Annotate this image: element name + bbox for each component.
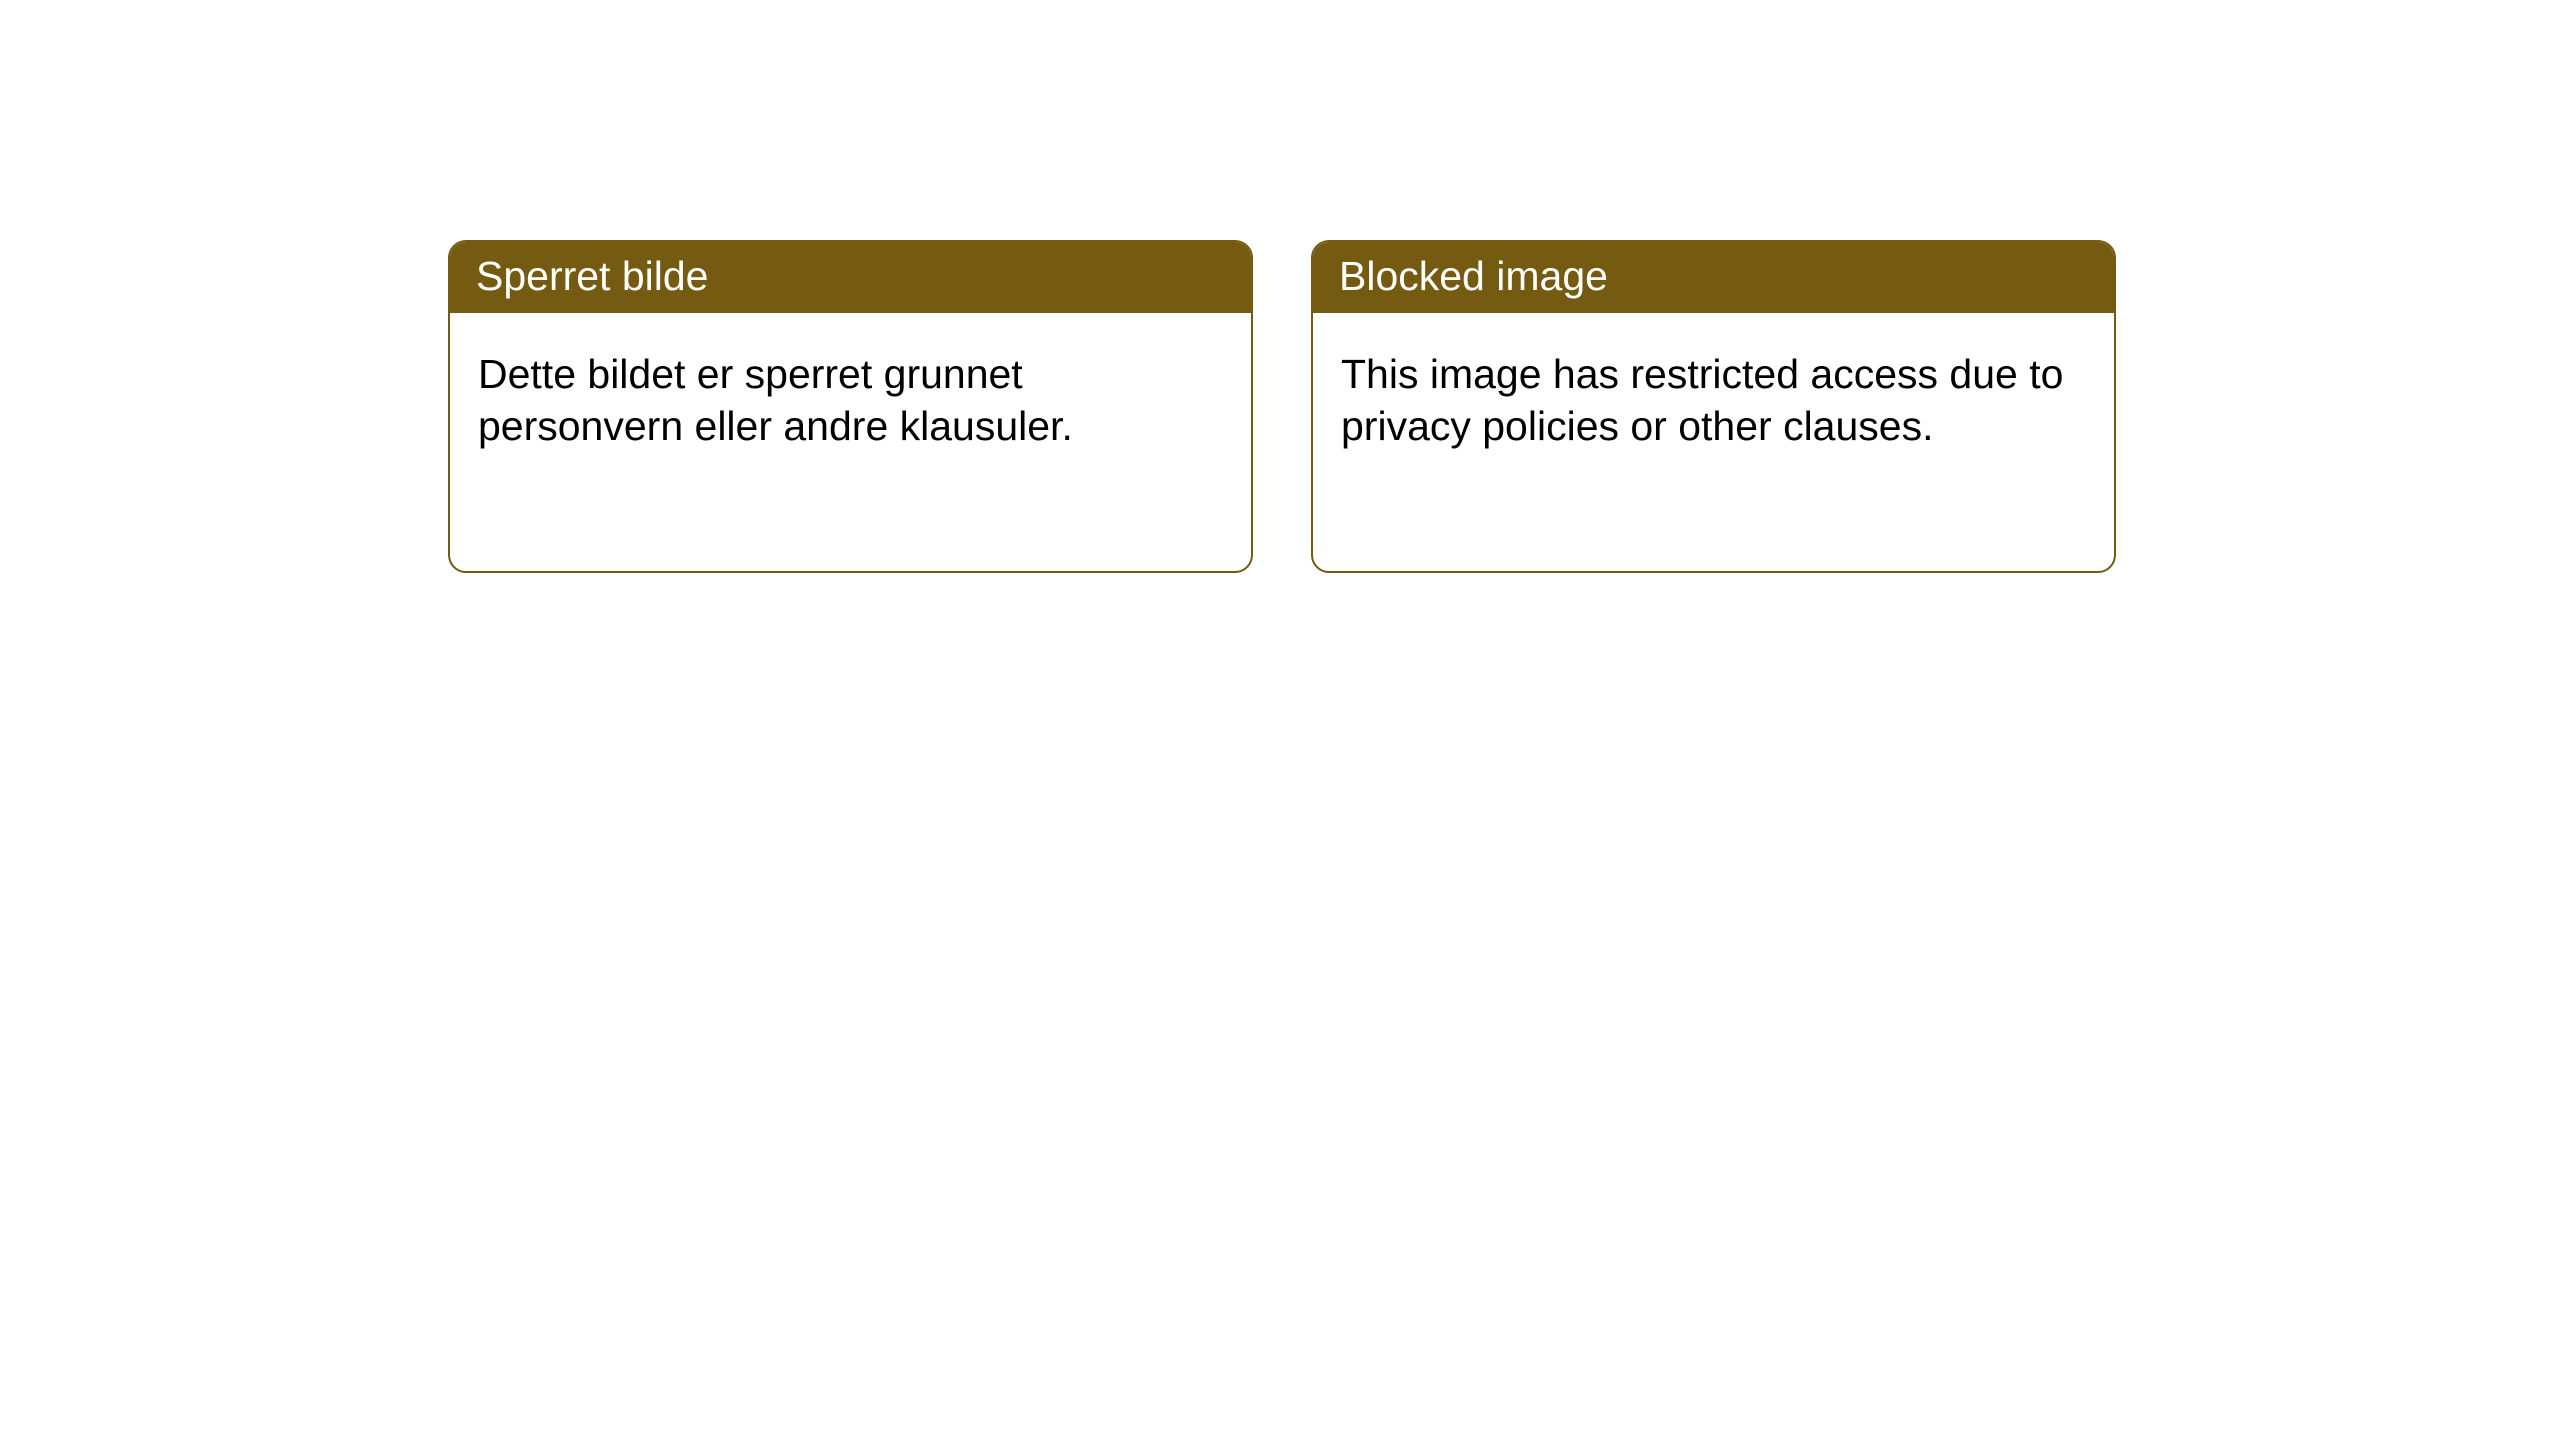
cards-container: Sperret bilde Dette bildet er sperret gr… [0, 0, 2560, 573]
blocked-image-card-norwegian: Sperret bilde Dette bildet er sperret gr… [448, 240, 1253, 573]
card-body: Dette bildet er sperret grunnet personve… [450, 313, 1251, 480]
card-header: Blocked image [1313, 242, 2114, 313]
blocked-image-card-english: Blocked image This image has restricted … [1311, 240, 2116, 573]
card-header: Sperret bilde [450, 242, 1251, 313]
card-body: This image has restricted access due to … [1313, 313, 2114, 480]
